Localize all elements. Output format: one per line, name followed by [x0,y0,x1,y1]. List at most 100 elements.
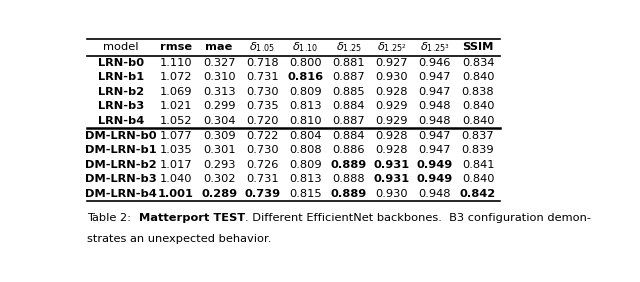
Text: $\delta_{1.25^3}$: $\delta_{1.25^3}$ [420,41,450,54]
Text: 0.304: 0.304 [203,116,236,126]
Text: 0.929: 0.929 [376,116,408,126]
Text: 0.947: 0.947 [419,145,451,155]
Text: model: model [103,42,139,52]
Text: 1.035: 1.035 [159,145,192,155]
Text: 1.017: 1.017 [159,160,192,170]
Text: 0.310: 0.310 [203,72,236,82]
Text: 0.886: 0.886 [332,145,365,155]
Text: LRN-b3: LRN-b3 [98,102,144,111]
Text: DM-LRN-b3: DM-LRN-b3 [85,174,157,184]
Text: 0.299: 0.299 [203,102,236,111]
Text: 0.722: 0.722 [246,131,278,140]
Text: 0.930: 0.930 [376,189,408,199]
Text: mae: mae [205,42,233,52]
Text: 0.841: 0.841 [462,160,494,170]
Text: 1.110: 1.110 [159,58,192,68]
Text: 0.289: 0.289 [201,189,237,199]
Text: $\delta_{1.10}$: $\delta_{1.10}$ [292,41,319,54]
Text: 0.948: 0.948 [419,189,451,199]
Text: 0.840: 0.840 [462,72,494,82]
Text: 1.001: 1.001 [158,189,194,199]
Text: 0.842: 0.842 [460,189,496,199]
Text: 0.800: 0.800 [289,58,322,68]
Text: LRN-b4: LRN-b4 [98,116,144,126]
Text: 0.293: 0.293 [203,160,236,170]
Text: 0.931: 0.931 [374,174,410,184]
Text: 0.813: 0.813 [289,102,322,111]
Text: 0.839: 0.839 [461,145,494,155]
Text: 0.809: 0.809 [289,160,322,170]
Text: Table 2:: Table 2: [88,213,139,223]
Text: SSIM: SSIM [462,42,493,52]
Text: 0.804: 0.804 [289,131,322,140]
Text: 0.928: 0.928 [376,145,408,155]
Text: $\delta_{1.25}$: $\delta_{1.25}$ [336,41,362,54]
Text: 0.840: 0.840 [462,116,494,126]
Text: 0.309: 0.309 [203,131,236,140]
Text: 0.327: 0.327 [203,58,236,68]
Text: 0.889: 0.889 [330,160,367,170]
Text: Matterport TEST: Matterport TEST [139,213,245,223]
Text: strates an unexpected behavior.: strates an unexpected behavior. [88,233,272,244]
Text: 0.810: 0.810 [289,116,322,126]
Text: 0.726: 0.726 [246,160,278,170]
Text: 0.735: 0.735 [246,102,278,111]
Text: rmse: rmse [160,42,192,52]
Text: 0.302: 0.302 [203,174,236,184]
Text: 0.931: 0.931 [374,160,410,170]
Text: 0.948: 0.948 [419,102,451,111]
Text: 0.809: 0.809 [289,87,322,97]
Text: 0.840: 0.840 [462,174,494,184]
Text: 0.838: 0.838 [461,87,494,97]
Text: 0.301: 0.301 [203,145,236,155]
Text: 0.813: 0.813 [289,174,322,184]
Text: 0.889: 0.889 [330,189,367,199]
Text: 0.730: 0.730 [246,87,278,97]
Text: LRN-b2: LRN-b2 [98,87,144,97]
Text: 1.069: 1.069 [160,87,192,97]
Text: 0.929: 0.929 [376,102,408,111]
Text: 0.816: 0.816 [287,72,323,82]
Text: $\delta_{1.25^2}$: $\delta_{1.25^2}$ [377,41,406,54]
Text: 0.840: 0.840 [462,102,494,111]
Text: 1.072: 1.072 [160,72,192,82]
Text: 0.949: 0.949 [417,174,453,184]
Text: 0.949: 0.949 [417,160,453,170]
Text: 0.888: 0.888 [332,174,365,184]
Text: 0.928: 0.928 [376,87,408,97]
Text: 0.739: 0.739 [244,189,280,199]
Text: 0.927: 0.927 [376,58,408,68]
Text: LRN-b0: LRN-b0 [98,58,144,68]
Text: 1.021: 1.021 [160,102,192,111]
Text: 0.313: 0.313 [203,87,236,97]
Text: 0.881: 0.881 [332,58,365,68]
Text: 0.731: 0.731 [246,72,278,82]
Text: . Different EfficientNet backbones.  B3 configuration demon-: . Different EfficientNet backbones. B3 c… [245,213,591,223]
Text: 0.815: 0.815 [289,189,322,199]
Text: 0.948: 0.948 [419,116,451,126]
Text: $\delta_{1.05}$: $\delta_{1.05}$ [249,41,275,54]
Text: 0.885: 0.885 [332,87,365,97]
Text: LRN-b1: LRN-b1 [98,72,144,82]
Text: 0.808: 0.808 [289,145,322,155]
Text: 0.834: 0.834 [462,58,494,68]
Text: 0.730: 0.730 [246,145,278,155]
Text: 0.947: 0.947 [419,87,451,97]
Text: 1.040: 1.040 [160,174,192,184]
Text: 0.947: 0.947 [419,72,451,82]
Text: 0.884: 0.884 [332,102,365,111]
Text: DM-LRN-b4: DM-LRN-b4 [85,189,157,199]
Text: 0.731: 0.731 [246,174,278,184]
Text: 0.946: 0.946 [419,58,451,68]
Text: 0.887: 0.887 [332,116,365,126]
Text: 0.837: 0.837 [461,131,494,140]
Text: 1.077: 1.077 [159,131,192,140]
Text: DM-LRN-b2: DM-LRN-b2 [85,160,157,170]
Text: 0.928: 0.928 [376,131,408,140]
Text: 0.887: 0.887 [332,72,365,82]
Text: 1.052: 1.052 [160,116,192,126]
Text: DM-LRN-b1: DM-LRN-b1 [85,145,157,155]
Text: 0.718: 0.718 [246,58,278,68]
Text: 0.947: 0.947 [419,131,451,140]
Text: DM-LRN-b0: DM-LRN-b0 [85,131,157,140]
